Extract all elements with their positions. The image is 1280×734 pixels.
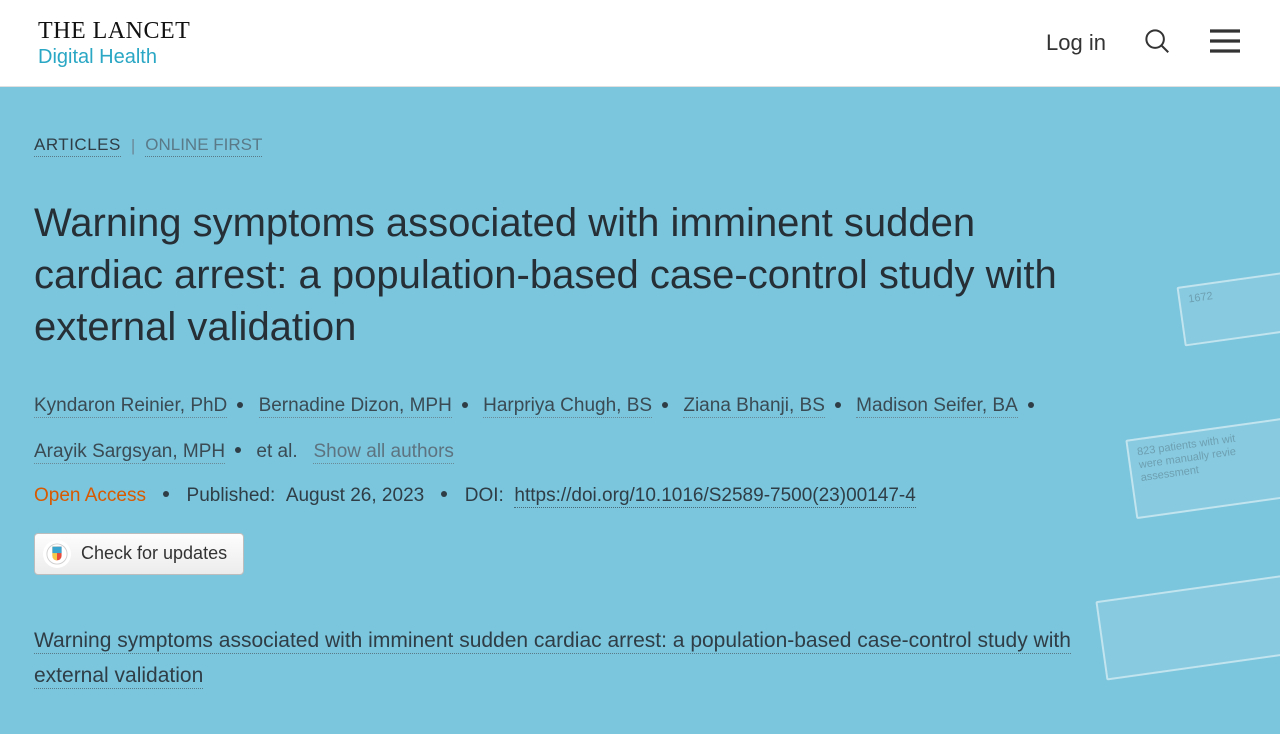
figure-fragment: 1672 [1177,268,1280,347]
author[interactable]: Harpriya Chugh, BS [483,395,652,418]
published-date: August 26, 2023 [286,485,424,506]
author-list: Kyndaron Reinier, PhD Bernadine Dizon, M… [34,383,1154,474]
crumb-sep: | [131,136,135,156]
author[interactable]: Bernadine Dizon, MPH [259,395,452,418]
topbar-right: Log in [1046,26,1242,61]
author[interactable]: Ziana Bhanji, BS [683,395,825,418]
updates-icon [43,540,71,568]
article-meta: Open Access Published: August 26, 2023 D… [34,485,1246,507]
dot-icon [163,491,169,497]
check-for-updates-button[interactable]: Check for updates [34,533,244,575]
dot-icon [1028,402,1034,408]
article-subtitle: Warning symptoms associated with imminen… [34,623,1114,694]
open-access-label: Open Access [34,485,146,506]
top-bar: THE LANCET Digital Health Log in [0,0,1280,87]
brand-block[interactable]: THE LANCET Digital Health [38,18,190,68]
article-hero: ARTICLES | ONLINE FIRST Warning symptoms… [0,87,1280,734]
login-link[interactable]: Log in [1046,30,1106,56]
show-all-authors-link[interactable]: Show all authors [313,441,453,464]
author-etal: et al. [256,441,297,462]
dot-icon [662,402,668,408]
updates-label: Check for updates [81,543,227,564]
doi-link[interactable]: https://doi.org/10.1016/S2589-7500(23)00… [514,485,915,508]
menu-icon[interactable] [1208,27,1242,60]
dot-icon [835,402,841,408]
article-title: Warning symptoms associated with imminen… [34,197,1114,353]
author[interactable]: Kyndaron Reinier, PhD [34,395,227,418]
search-icon[interactable] [1142,26,1172,61]
doi-label: DOI: [465,485,504,506]
figure-fragment [1095,574,1280,681]
crumb-online-first[interactable]: ONLINE FIRST [145,135,262,157]
author[interactable]: Arayik Sargsyan, MPH [34,441,225,464]
author[interactable]: Madison Seifer, BA [856,395,1018,418]
dot-icon [441,491,447,497]
brand-main: THE LANCET [38,18,190,44]
crumb-articles[interactable]: ARTICLES [34,135,121,157]
subtitle-text[interactable]: Warning symptoms associated with imminen… [34,629,1071,690]
brand-sub: Digital Health [38,46,190,68]
dot-icon [237,402,243,408]
dot-icon [235,447,241,453]
dot-icon [462,402,468,408]
published-label: Published: [187,485,276,506]
breadcrumb: ARTICLES | ONLINE FIRST [34,135,1246,157]
